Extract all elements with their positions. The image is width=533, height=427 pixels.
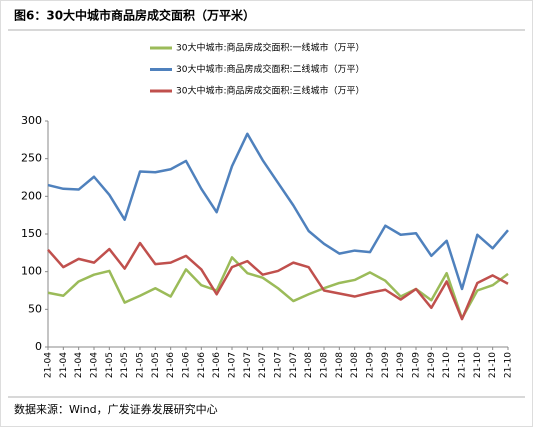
- legend-label: 30大中城市:商品房成交面积:一线城市（万平）: [176, 42, 365, 54]
- x-tick-label: 21-09: [381, 352, 391, 378]
- y-tick-label: 250: [21, 152, 42, 165]
- series-line: [47, 256, 509, 320]
- x-tick-label: 21-08: [350, 352, 360, 378]
- x-tick-label: 21-06: [166, 352, 176, 378]
- x-tick-label: 21-10: [458, 352, 468, 378]
- x-tick-label: 21-07: [274, 352, 284, 378]
- x-tick-label: 21-06: [197, 352, 207, 378]
- series-line: [47, 132, 509, 291]
- x-tick-label: 21-05: [105, 352, 115, 378]
- y-tick-label: 0: [35, 340, 42, 353]
- x-tick-label: 21-05: [120, 352, 130, 378]
- legend-label: 30大中城市:商品房成交面积:二线城市（万平）: [176, 63, 365, 75]
- x-tick-label: 21-07: [228, 352, 238, 378]
- y-tick-label: 100: [21, 265, 42, 278]
- y-tick-label: 150: [21, 227, 42, 240]
- y-tick-label: 200: [21, 189, 42, 202]
- series-line: [47, 241, 509, 321]
- x-tick-label: 21-06: [182, 352, 192, 378]
- x-tick-label: 21-09: [412, 352, 422, 378]
- x-tick-label: 21-10: [442, 352, 452, 378]
- x-tick-label: 21-05: [151, 352, 161, 378]
- x-tick-label: 21-07: [243, 352, 253, 378]
- source: 数据来源：Wind，广发证券发展研究中心: [14, 402, 218, 416]
- x-tick-label: 21-04: [90, 352, 100, 378]
- x-tick-label: 21-10: [473, 352, 483, 378]
- x-tick-label: 21-09: [427, 352, 437, 378]
- x-tick-label: 21-09: [396, 352, 406, 378]
- y-tick-label: 50: [28, 302, 42, 315]
- y-tick-label: 300: [21, 114, 42, 127]
- x-tick-label: 21-05: [136, 352, 146, 378]
- x-tick-label: 21-10: [504, 352, 514, 378]
- x-tick-label: 21-07: [289, 352, 299, 378]
- x-tick-label: 21-08: [304, 352, 314, 378]
- x-tick-label: 21-08: [320, 352, 330, 378]
- x-tick-label: 21-10: [488, 352, 498, 378]
- x-tick-label: 21-04: [59, 352, 69, 378]
- x-tick-label: 21-09: [366, 352, 376, 378]
- legend-label: 30大中城市:商品房成交面积:三线城市（万平）: [176, 85, 365, 97]
- x-tick-label: 21-08: [335, 352, 345, 378]
- chart-title: 图6：30大中城市商品房成交面积（万平米）: [14, 8, 255, 23]
- x-tick-label: 21-04: [74, 352, 84, 378]
- x-tick-label: 21-06: [212, 352, 222, 378]
- x-tick-label: 21-04: [44, 352, 54, 378]
- x-tick-label: 21-07: [258, 352, 268, 378]
